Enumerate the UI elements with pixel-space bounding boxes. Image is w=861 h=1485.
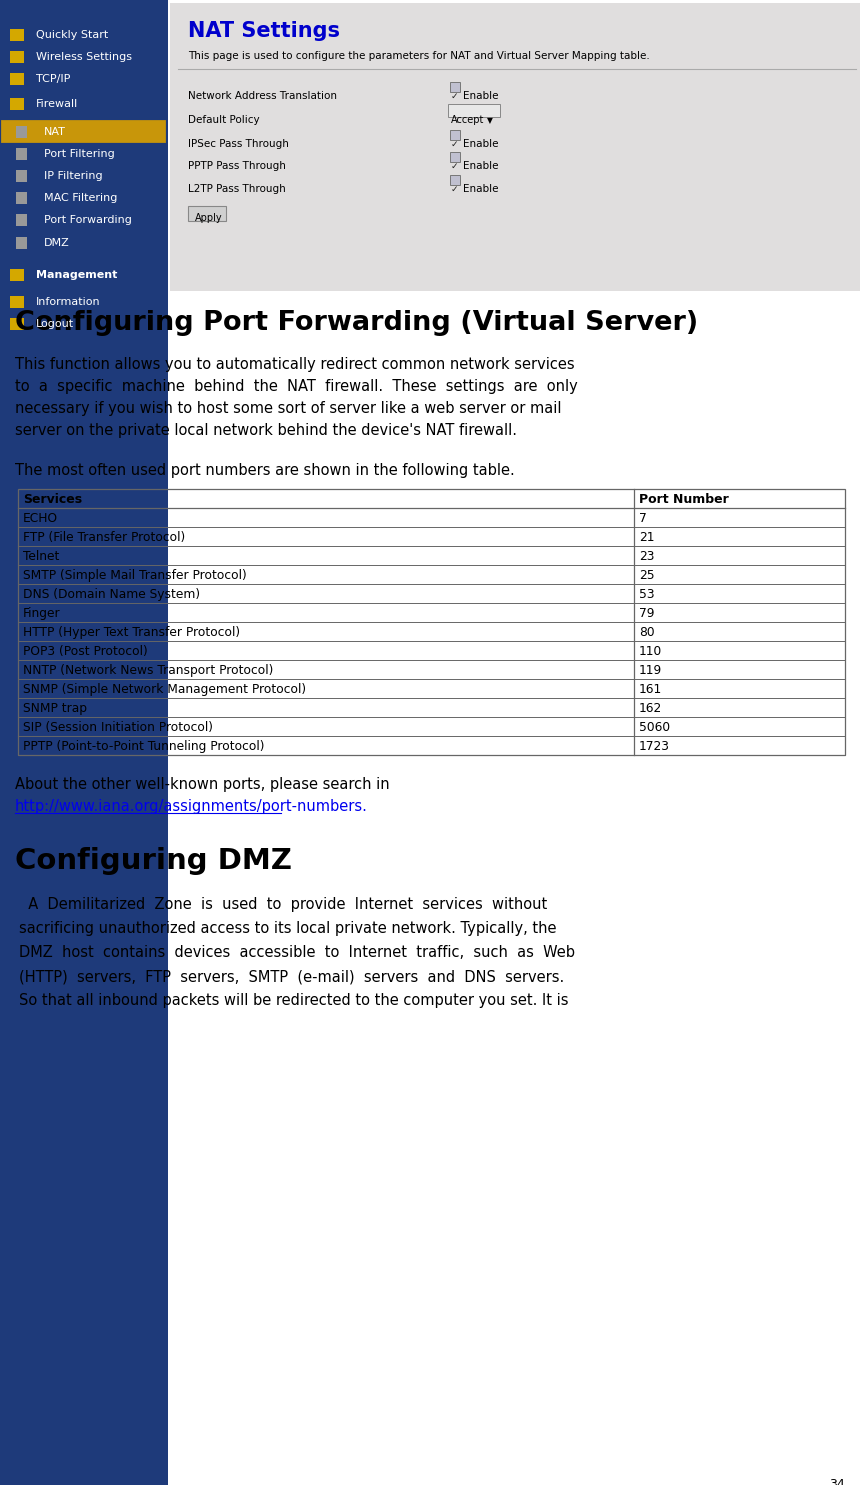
Bar (10, 269, 24, 281)
Text: 7: 7 (639, 512, 647, 526)
Text: 110: 110 (639, 644, 662, 658)
Text: TCP/IP: TCP/IP (36, 74, 71, 85)
Bar (450, 151, 460, 162)
Text: SNMP (Simple Network Management Protocol): SNMP (Simple Network Management Protocol… (23, 683, 307, 696)
Bar (10, 30, 24, 42)
Text: Port Filtering: Port Filtering (44, 148, 115, 159)
Text: HTTP (Hyper Text Transfer Protocol): HTTP (Hyper Text Transfer Protocol) (23, 627, 240, 639)
Text: http://www.iana.org/assignments/port-numbers.: http://www.iana.org/assignments/port-num… (15, 799, 368, 814)
Text: sacrificing unauthorized access to its local private network. Typically, the: sacrificing unauthorized access to its l… (19, 921, 556, 936)
Text: DNS (Domain Name System): DNS (Domain Name System) (23, 588, 200, 601)
Text: ECHO: ECHO (23, 512, 59, 526)
Text: The most often used port numbers are shown in the following table.: The most often used port numbers are sho… (15, 463, 515, 478)
Text: 25: 25 (639, 569, 654, 582)
Text: 119: 119 (639, 664, 662, 677)
Text: Port Forwarding: Port Forwarding (44, 215, 132, 226)
Bar (450, 82, 460, 92)
Text: Enable: Enable (463, 91, 499, 101)
Text: Apply: Apply (195, 212, 222, 223)
Text: Port Number: Port Number (639, 493, 729, 506)
Text: 162: 162 (639, 702, 662, 714)
Bar (16, 192, 27, 203)
Text: FTP (File Transfer Protocol): FTP (File Transfer Protocol) (23, 532, 185, 544)
Bar (170, 3, 860, 291)
Bar (10, 73, 24, 85)
Text: server on the private local network behind the device's NAT firewall.: server on the private local network behi… (15, 423, 517, 438)
Bar (10, 98, 24, 110)
Text: 21: 21 (639, 532, 654, 544)
Text: Network Address Translation: Network Address Translation (188, 91, 337, 101)
Text: Enable: Enable (463, 160, 499, 171)
Text: Default Policy: Default Policy (188, 114, 259, 125)
Text: This function allows you to automatically redirect common network services: This function allows you to automaticall… (15, 356, 574, 373)
FancyBboxPatch shape (188, 206, 226, 221)
Bar (18, 489, 845, 754)
Bar (10, 318, 24, 330)
Bar (450, 131, 460, 140)
Text: 161: 161 (639, 683, 662, 696)
Text: (HTTP)  servers,  FTP  servers,  SMTP  (e-mail)  servers  and  DNS  servers.: (HTTP) servers, FTP servers, SMTP (e-mai… (19, 970, 564, 985)
Text: Accept: Accept (451, 114, 484, 125)
Text: Services: Services (23, 493, 82, 506)
Text: SNMP trap: SNMP trap (23, 702, 87, 714)
Text: Configuring Port Forwarding (Virtual Server): Configuring Port Forwarding (Virtual Ser… (15, 310, 698, 336)
Text: DMZ  host  contains  devices  accessible  to  Internet  traffic,  such  as  Web: DMZ host contains devices accessible to … (19, 944, 575, 959)
Bar (16, 126, 27, 138)
Bar (10, 296, 24, 307)
Text: Firewall: Firewall (36, 99, 78, 108)
Text: L2TP Pass Through: L2TP Pass Through (188, 184, 286, 195)
Bar (0, 0, 168, 1485)
Text: 23: 23 (639, 549, 654, 563)
Text: 34: 34 (829, 1478, 845, 1485)
Text: POP3 (Post Protocol): POP3 (Post Protocol) (23, 644, 148, 658)
Text: Quickly Start: Quickly Start (36, 30, 108, 40)
Text: A  Demilitarized  Zone  is  used  to  provide  Internet  services  without: A Demilitarized Zone is used to provide … (19, 897, 548, 912)
Text: Enable: Enable (463, 184, 499, 195)
Bar (16, 238, 27, 249)
Text: PPTP (Point-to-Point Tunneling Protocol): PPTP (Point-to-Point Tunneling Protocol) (23, 740, 264, 753)
Text: ✓: ✓ (450, 186, 458, 195)
Text: Wireless Settings: Wireless Settings (36, 52, 132, 62)
Text: SIP (Session Initiation Protocol): SIP (Session Initiation Protocol) (23, 722, 213, 734)
Text: This page is used to configure the parameters for NAT and Virtual Server Mapping: This page is used to configure the param… (188, 50, 650, 61)
Text: IP Filtering: IP Filtering (44, 171, 102, 181)
Bar (16, 169, 27, 183)
Text: 5060: 5060 (639, 722, 670, 734)
Text: So that all inbound packets will be redirected to the computer you set. It is: So that all inbound packets will be redi… (19, 993, 568, 1008)
Text: ▼: ▼ (486, 116, 492, 125)
Text: SMTP (Simple Mail Transfer Protocol): SMTP (Simple Mail Transfer Protocol) (23, 569, 247, 582)
Text: Enable: Enable (463, 140, 499, 148)
Text: ✓: ✓ (450, 92, 458, 101)
Text: Logout: Logout (36, 319, 74, 330)
Text: Configuring DMZ: Configuring DMZ (15, 846, 292, 875)
FancyBboxPatch shape (448, 104, 500, 117)
Text: Finger: Finger (23, 607, 60, 621)
Text: Management: Management (36, 270, 117, 281)
Bar (16, 148, 27, 160)
Text: NNTP (Network News Transport Protocol): NNTP (Network News Transport Protocol) (23, 664, 274, 677)
Text: necessary if you wish to host some sort of server like a web server or mail: necessary if you wish to host some sort … (15, 401, 561, 416)
Text: ✓: ✓ (450, 162, 458, 171)
Bar (2, 120, 164, 141)
Text: NAT Settings: NAT Settings (188, 21, 340, 42)
Bar (450, 175, 460, 186)
Text: MAC Filtering: MAC Filtering (44, 193, 117, 203)
Text: 53: 53 (639, 588, 654, 601)
Text: Telnet: Telnet (23, 549, 59, 563)
Text: DMZ: DMZ (44, 238, 70, 248)
Text: About the other well-known ports, please search in: About the other well-known ports, please… (15, 777, 390, 792)
Text: 1723: 1723 (639, 740, 670, 753)
Bar (10, 50, 24, 62)
Text: NAT: NAT (44, 128, 66, 137)
Text: 80: 80 (639, 627, 654, 639)
Text: ✓: ✓ (450, 140, 458, 148)
Text: PPTP Pass Through: PPTP Pass Through (188, 160, 286, 171)
Bar (16, 214, 27, 226)
Text: to  a  specific  machine  behind  the  NAT  firewall.  These  settings  are  onl: to a specific machine behind the NAT fir… (15, 379, 578, 394)
Text: 79: 79 (639, 607, 654, 621)
Text: Information: Information (36, 297, 101, 307)
Text: IPSec Pass Through: IPSec Pass Through (188, 140, 288, 148)
